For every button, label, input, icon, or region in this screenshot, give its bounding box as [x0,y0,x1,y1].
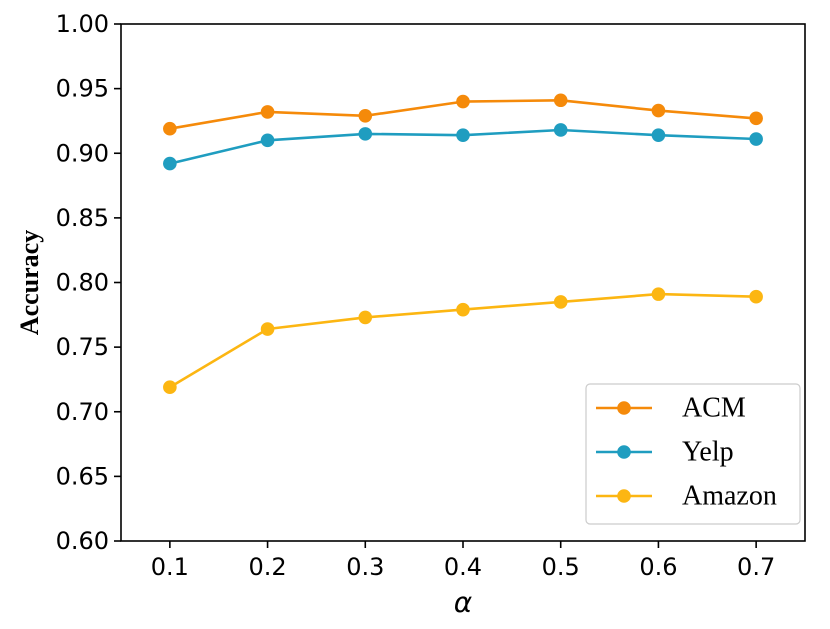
data-point-yelp [358,127,373,141]
y-tick-label: 0.65 [56,462,109,490]
x-axis-label: α [454,586,473,619]
plot-area [163,93,763,394]
y-tick-label: 0.70 [56,398,109,426]
data-point-yelp [163,156,177,171]
data-point-amazon [749,289,763,304]
legend-item-acm: ACM [596,393,746,424]
y-axis-label: Accuracy [15,230,44,335]
x-tick-label: 0.7 [737,553,775,581]
x-tick-label: 0.3 [346,553,384,581]
y-tick-label: 0.90 [56,139,109,167]
series-amazon [163,287,763,394]
data-point-acm [749,111,763,126]
x-tick-label: 0.5 [542,553,580,581]
data-point-acm [456,94,470,109]
data-point-acm [260,105,275,119]
y-tick-label: 0.80 [56,269,109,297]
y-tick-label: 0.95 [56,75,109,103]
legend-item-yelp: Yelp [596,437,734,468]
legend-label-acm: ACM [682,393,746,424]
data-point-amazon [456,302,470,317]
x-tick-label: 0.2 [248,553,286,581]
x-tick-label: 0.4 [444,553,482,581]
y-tick-label: 0.60 [56,527,109,555]
y-tick-label: 0.75 [56,333,109,361]
legend-label-amazon: Amazon [682,481,777,512]
x-tick-label: 0.6 [639,553,677,581]
series-acm [163,93,763,136]
data-point-acm [553,93,568,108]
data-point-yelp [749,132,763,146]
data-point-acm [651,103,666,118]
data-point-amazon [651,287,666,301]
legend: ACM Yelp Amazon [585,383,801,525]
data-point-yelp [553,123,568,137]
series-yelp [163,123,763,171]
legend-label-yelp: Yelp [682,437,734,468]
legend-swatch-marker-acm [617,401,631,415]
data-point-amazon [163,380,177,394]
data-point-amazon [553,295,568,309]
legend-swatch-marker-amazon [617,489,631,503]
data-point-acm [358,108,373,123]
axes: 0.60 0.65 0.70 0.75 0.80 0.85 0.90 0.95 1.00 0.1 0… [15,10,806,619]
legend-box [585,383,801,525]
data-point-amazon [358,310,373,325]
legend-item-amazon: Amazon [596,481,777,512]
y-tick-label: 1.00 [56,10,109,38]
data-point-acm [163,121,177,136]
data-point-amazon [260,322,275,336]
legend-swatch-marker-yelp [617,445,631,459]
data-point-yelp [456,128,470,142]
data-point-yelp [651,128,666,142]
y-tick-label: 0.85 [56,204,109,232]
data-point-yelp [260,133,275,148]
x-tick-label: 0.1 [151,553,189,581]
